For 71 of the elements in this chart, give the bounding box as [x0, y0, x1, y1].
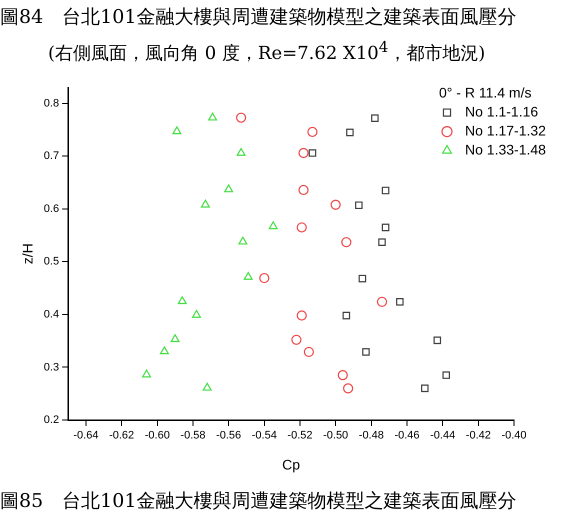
- point: [346, 128, 354, 136]
- point: [238, 236, 248, 245]
- y-tick-label: 0.5: [44, 256, 60, 268]
- point: [421, 384, 429, 392]
- point: [178, 296, 187, 304]
- point: [192, 310, 202, 318]
- point: [307, 126, 318, 138]
- x-tick-label: -0.60: [144, 430, 170, 442]
- x-tick-label: -0.50: [323, 430, 348, 442]
- point: [308, 149, 316, 157]
- point: [202, 382, 212, 391]
- y-tick-label: 0.4: [44, 308, 60, 321]
- point: [236, 148, 246, 156]
- point: [382, 224, 390, 232]
- point: [170, 334, 180, 342]
- point: [371, 114, 379, 122]
- point: [378, 238, 386, 246]
- legend-label: No 1.1-1.16: [465, 103, 538, 120]
- point: [208, 112, 218, 121]
- point: [296, 222, 307, 233]
- y-tick-label: 0.3: [44, 361, 60, 374]
- caption: 圖85 台北101金融大樓與周遭建築物模型之建築表面風壓分: [0, 489, 516, 514]
- x-tick-label: -0.64: [73, 430, 98, 442]
- point: [442, 371, 450, 379]
- x-tick-label: -0.52: [287, 430, 313, 442]
- point: [160, 346, 169, 354]
- y-tick-label: 0.2: [44, 414, 60, 426]
- x-tick-label: -0.42: [466, 430, 491, 442]
- point: [236, 112, 246, 123]
- x-tick-label: -0.40: [501, 430, 527, 442]
- y-axis-title: z/H: [19, 243, 36, 264]
- point: [376, 296, 388, 307]
- point: [342, 312, 350, 320]
- legend-label: No 1.17-1.32: [465, 122, 546, 138]
- point: [338, 370, 348, 380]
- point: [244, 272, 253, 280]
- point: [200, 200, 210, 208]
- point: [343, 383, 354, 394]
- point: [434, 336, 442, 344]
- x-tick-label: -0.46: [394, 430, 420, 442]
- point: [298, 184, 309, 196]
- point: [304, 346, 314, 358]
- point: [224, 184, 234, 192]
- point: [268, 221, 278, 230]
- point: [362, 348, 370, 356]
- point: [358, 274, 366, 282]
- x-tick-label: -0.58: [180, 430, 206, 442]
- point: [142, 370, 152, 378]
- y-tick-label: 0.7: [44, 150, 60, 162]
- point: [341, 237, 352, 248]
- chart-subtitle: (右側風面，風向角 0 度，Re=7.62 X10$^{4}$，都市地況): [48, 38, 486, 65]
- legend-label: No 1.33-1.48: [465, 141, 546, 158]
- point: [298, 148, 309, 158]
- point: [172, 126, 182, 134]
- point: [382, 186, 390, 194]
- point: [396, 298, 404, 306]
- x-tick-label: -0.48: [358, 430, 384, 442]
- point: [355, 201, 363, 210]
- legend-title: 0° - R 11.4 m/s: [439, 84, 532, 100]
- x-tick-label: -0.56: [216, 430, 242, 442]
- point: [296, 310, 307, 321]
- point: [330, 200, 341, 210]
- x-axis-title: Cp: [282, 456, 300, 472]
- point: [259, 272, 270, 284]
- x-tick-label: -0.54: [252, 430, 277, 442]
- y-tick-label: 0.6: [44, 202, 60, 215]
- x-tick-label: -0.44: [430, 430, 456, 442]
- y-tick-label: 0.8: [44, 97, 60, 110]
- chart-title: 圖84 台北101金融大樓與周遭建築物模型之建築表面風壓分: [0, 5, 516, 30]
- point: [291, 334, 302, 345]
- x-tick-label: -0.62: [109, 430, 134, 442]
